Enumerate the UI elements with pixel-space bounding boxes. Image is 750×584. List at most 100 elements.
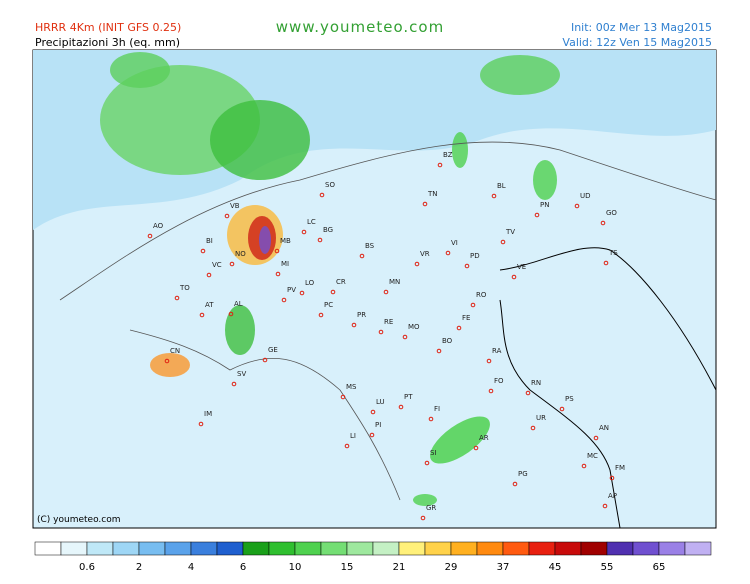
city-label: AP — [608, 492, 617, 500]
city-marker — [420, 515, 426, 521]
city-label: SO — [325, 181, 335, 189]
city-marker — [445, 250, 451, 256]
scale-swatch — [528, 541, 556, 556]
scale-swatch — [502, 541, 530, 556]
city-label: UR — [536, 414, 546, 422]
city-marker — [344, 443, 350, 449]
scale-swatch — [684, 541, 712, 556]
city-label: LC — [307, 218, 316, 226]
scale-swatch — [372, 541, 400, 556]
scale-swatch — [346, 541, 374, 556]
city-marker — [512, 481, 518, 487]
city-marker — [414, 261, 420, 267]
city-label: AO — [153, 222, 164, 230]
city-label: LO — [305, 279, 315, 287]
city-marker — [593, 435, 599, 441]
scale-label: 37 — [497, 562, 510, 573]
city-marker — [262, 357, 268, 363]
scale-label: 21 — [393, 562, 406, 573]
scale-swatch — [320, 541, 348, 556]
city-label: CR — [336, 278, 346, 286]
city-marker — [231, 381, 237, 387]
scale-swatch — [216, 541, 244, 556]
city-marker — [464, 263, 470, 269]
city-marker — [422, 201, 428, 207]
city-label: BL — [497, 182, 506, 190]
city-marker — [370, 409, 376, 415]
city-marker — [330, 289, 336, 295]
city-marker — [340, 394, 346, 400]
scale-label: 45 — [549, 562, 562, 573]
city-label: SI — [430, 449, 437, 457]
city-label: PV — [287, 286, 296, 294]
city-marker — [228, 311, 234, 317]
city-marker — [351, 322, 357, 328]
site-label: www.youmeteo.com — [276, 18, 444, 36]
city-label: FM — [615, 464, 625, 472]
city-label: FE — [462, 314, 470, 322]
city-label: BS — [365, 242, 375, 250]
city-marker — [559, 406, 565, 412]
city-label: IM — [204, 410, 212, 418]
scale-swatch — [138, 541, 166, 556]
city-label: UD — [580, 192, 591, 200]
scale-label: 0.6 — [79, 562, 95, 573]
scale-label: 65 — [653, 562, 666, 573]
city-label: GR — [426, 504, 436, 512]
city-label: PT — [404, 393, 413, 401]
city-label: VC — [212, 261, 222, 269]
city-label: VI — [451, 239, 458, 247]
city-marker — [436, 348, 442, 354]
city-marker — [378, 329, 384, 335]
city-label: LI — [350, 432, 356, 440]
city-marker — [200, 248, 206, 254]
scale-swatch — [476, 541, 504, 556]
scale-label: 29 — [445, 562, 458, 573]
city-marker — [398, 404, 404, 410]
city-marker — [164, 358, 170, 364]
copyright: (C) youmeteo.com — [37, 515, 121, 525]
scale-swatch — [112, 541, 140, 556]
scale-swatch — [658, 541, 686, 556]
scale-swatch — [34, 541, 62, 556]
city-marker — [317, 237, 323, 243]
model-label: HRRR 4Km (INIT GFS 0.25) — [35, 21, 181, 34]
scale-swatch — [190, 541, 218, 556]
city-marker — [147, 233, 153, 239]
city-label: GO — [606, 209, 617, 217]
city-marker — [229, 261, 235, 267]
city-marker — [470, 302, 476, 308]
city-label: FO — [494, 377, 504, 385]
scale-swatch — [242, 541, 270, 556]
city-marker — [275, 271, 281, 277]
city-marker — [369, 432, 375, 438]
city-marker — [206, 272, 212, 278]
scale-swatch — [86, 541, 114, 556]
city-label: PD — [470, 252, 480, 260]
city-marker — [199, 312, 205, 318]
city-label: PN — [540, 201, 549, 209]
scale-label: 4 — [188, 562, 194, 573]
city-label: VR — [420, 250, 430, 258]
scale-label: 55 — [601, 562, 614, 573]
city-label: VB — [230, 202, 240, 210]
city-label: TS — [608, 249, 618, 257]
city-marker — [359, 253, 365, 259]
city-marker — [437, 162, 443, 168]
color-scale: 0.6 2 4 6 10 15 21 29 37 45 55 65 — [34, 541, 712, 573]
city-label: BI — [206, 237, 213, 245]
city-marker — [473, 445, 479, 451]
city-marker — [491, 193, 497, 199]
city-label: MN — [389, 278, 400, 286]
city-label: FI — [434, 405, 440, 413]
scale-swatch — [424, 541, 452, 556]
city-marker — [603, 260, 609, 266]
city-label: BO — [442, 337, 453, 345]
city-label: AN — [599, 424, 609, 432]
city-label: NO — [235, 250, 246, 258]
city-label: TO — [179, 284, 190, 292]
scale-swatch — [606, 541, 634, 556]
city-label: RN — [531, 379, 541, 387]
valid-label: Valid: 12z Ven 15 Mag2015 — [562, 36, 712, 49]
